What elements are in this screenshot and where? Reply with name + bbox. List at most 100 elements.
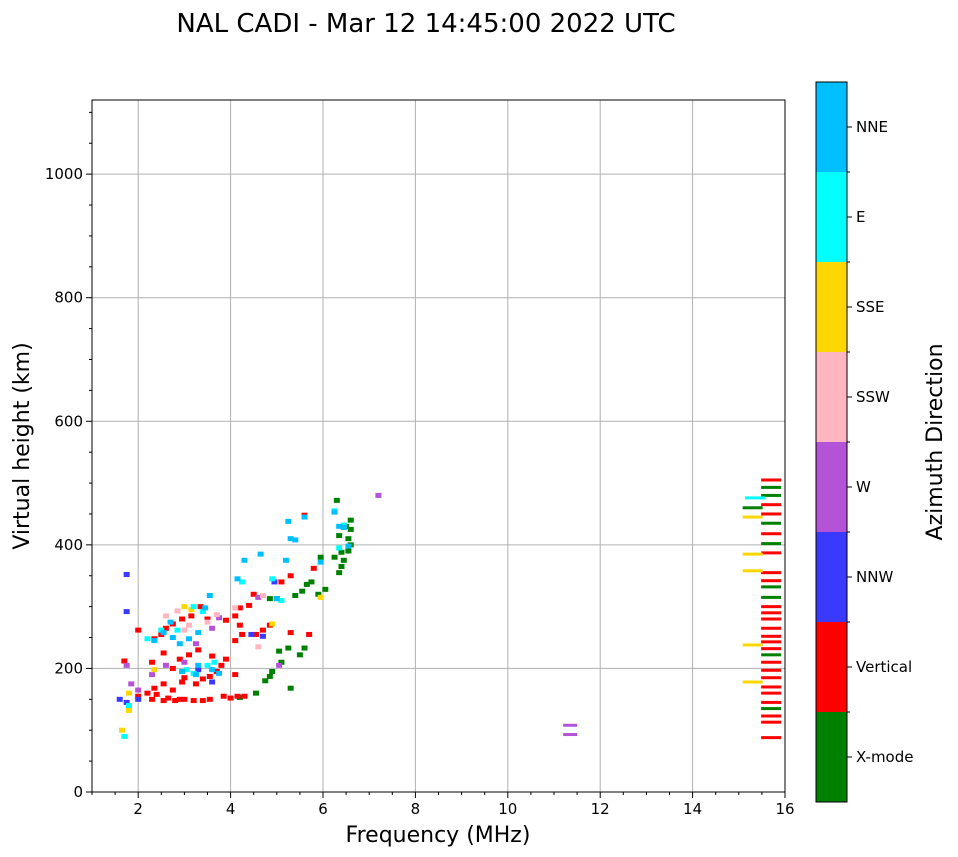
data-point-x-mode [761, 585, 782, 589]
colorbar-tick-label: NNE [856, 118, 888, 136]
grid [92, 100, 786, 793]
data-point-vertical [176, 696, 183, 702]
data-point-vertical [761, 647, 782, 651]
colorbar-segment [816, 262, 847, 352]
colorbar-segment [816, 442, 847, 532]
data-point-vertical [192, 681, 199, 687]
x-tick-label: 12 [591, 800, 610, 818]
data-point-vertical [188, 613, 195, 619]
data-point-w [563, 723, 578, 727]
data-point-vertical [218, 662, 225, 668]
data-point-x-mode [292, 593, 299, 599]
colorbar-segment [816, 172, 847, 262]
data-point-nne [273, 596, 280, 602]
data-point-nne [241, 557, 248, 563]
data-point-vertical [761, 626, 782, 630]
data-point-x-mode [336, 533, 343, 539]
data-point-vertical [761, 617, 782, 621]
data-point-vertical [761, 571, 782, 575]
data-point-x-mode [345, 548, 352, 554]
data-point-ssw [259, 593, 266, 599]
data-point-vertical [241, 693, 248, 699]
data-point-vertical [761, 668, 782, 672]
data-point-x-mode [347, 517, 354, 523]
data-point-vertical [761, 736, 782, 740]
data-point-sse [742, 552, 763, 556]
data-point-ssw [162, 613, 169, 619]
data-point-x-mode [761, 707, 782, 711]
x-tick-label: 16 [775, 800, 794, 818]
data-point-vertical [181, 696, 188, 702]
colorbar-frame [815, 81, 848, 803]
data-point-sse [119, 727, 126, 733]
data-point-x-mode [761, 653, 782, 657]
data-point-x-mode [266, 673, 273, 679]
data-point-nne [179, 669, 186, 675]
data-point-x-mode [299, 588, 306, 594]
data-point-w [162, 662, 169, 668]
data-point-nnw [271, 579, 278, 585]
data-point-nne [283, 557, 290, 563]
data-point-w [192, 641, 199, 647]
data-point-vertical [169, 665, 176, 671]
data-point-w [135, 687, 142, 693]
data-point-nnw [259, 633, 266, 639]
x-tick-label: 2 [133, 800, 143, 818]
data-point-ssw [204, 619, 211, 625]
data-point-sse [742, 569, 763, 573]
data-point-vertical [153, 691, 160, 697]
data-point-nne [287, 536, 294, 542]
data-point-sse [151, 667, 158, 673]
data-point-sse [317, 594, 324, 600]
data-point-ssw [181, 627, 188, 633]
data-point-vertical [306, 631, 313, 637]
data-point-vertical [190, 698, 197, 704]
data-point-x-mode [287, 685, 294, 691]
colorbar-tick-label: Vertical [856, 658, 912, 676]
data-point-vertical [761, 700, 782, 704]
data-point-vertical [239, 631, 246, 637]
data-point-x-mode [347, 526, 354, 532]
data-point-e [269, 576, 276, 582]
data-point-nne [292, 537, 299, 543]
data-point-vertical [232, 672, 239, 678]
x-tick-label: 6 [318, 800, 328, 818]
data-point-nne [186, 636, 193, 642]
data-point-vertical [206, 673, 213, 679]
data-point-vertical [204, 616, 211, 622]
data-point-nnw [123, 609, 130, 615]
data-point-sse [181, 604, 188, 610]
colorbar-segment [816, 712, 847, 802]
data-point-nne [209, 667, 216, 673]
data-point-nne [176, 641, 183, 647]
colorbar-tick-label: E [856, 208, 865, 226]
data-point-w [128, 681, 135, 687]
data-point-nne [301, 514, 308, 520]
data-point-x-mode [266, 596, 273, 602]
data-point-x-mode [276, 648, 283, 654]
data-point-e [211, 659, 218, 665]
data-point-e [239, 579, 246, 585]
data-point-vertical [287, 573, 294, 579]
x-tick-label: 10 [498, 800, 517, 818]
colorbar-segment [816, 532, 847, 622]
data-point-vertical [121, 658, 128, 664]
data-point-vertical [176, 656, 183, 662]
data-point-sse [125, 690, 132, 696]
data-point-e [183, 667, 190, 673]
data-point-x-mode [317, 554, 324, 560]
data-point-vertical [259, 627, 266, 633]
data-point-vertical [227, 695, 234, 701]
data-point-vertical [246, 602, 253, 608]
colorbar-segment [816, 82, 847, 172]
x-axis-ticks: 2 4 6 8 10 12 14 16 [91, 792, 795, 818]
data-point-sse [269, 621, 276, 627]
data-point-vertical [206, 696, 213, 702]
data-point-x-mode [331, 554, 338, 560]
y-tick-label: 200 [54, 659, 83, 677]
data-point-vertical [144, 690, 151, 696]
data-point-e [125, 703, 132, 708]
data-point-nne [285, 518, 292, 524]
data-point-x-mode [296, 652, 303, 658]
x-tick-label: 14 [683, 800, 702, 818]
